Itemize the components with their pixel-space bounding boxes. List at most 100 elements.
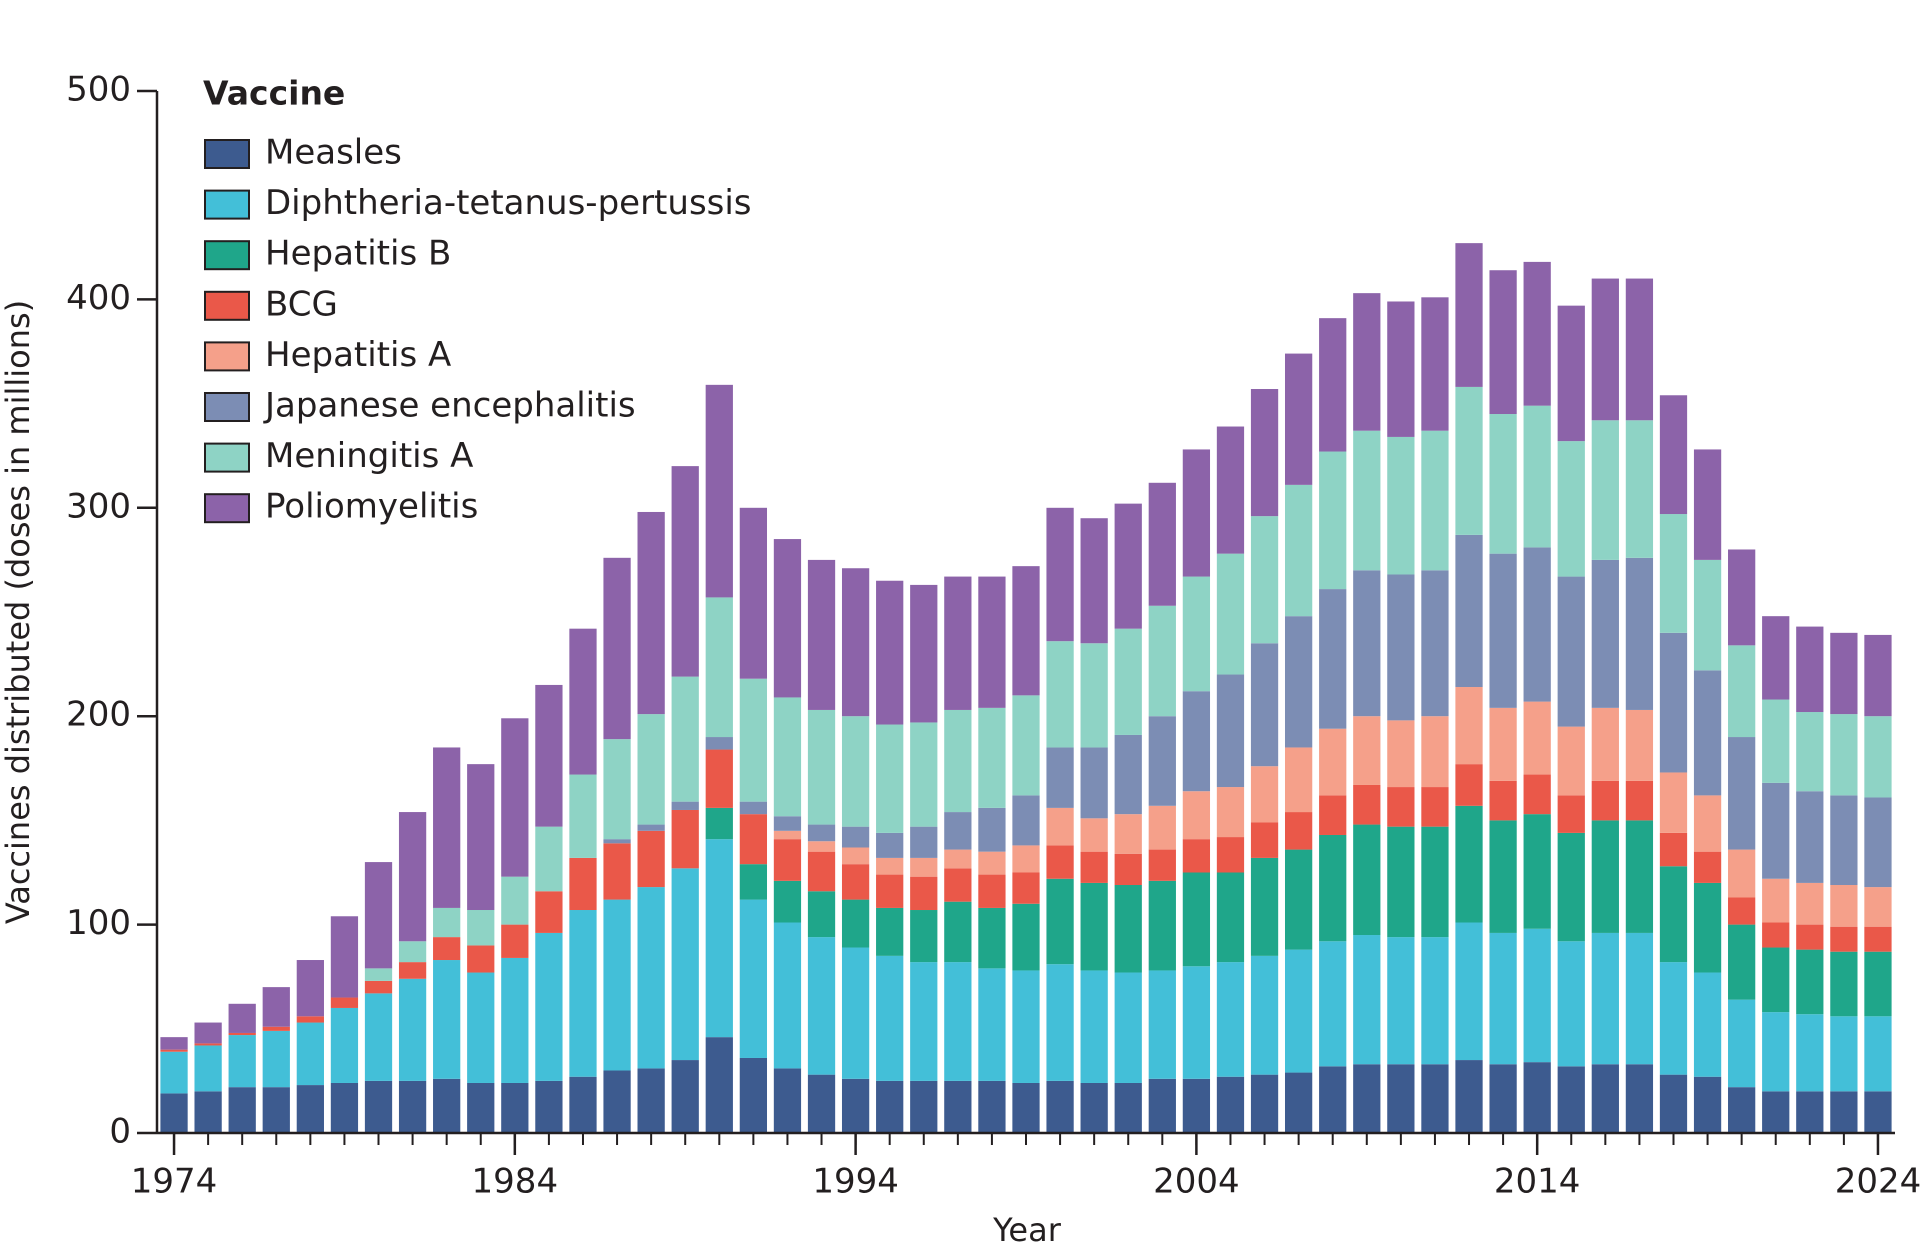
x-axis-label: Year — [992, 1211, 1062, 1249]
bar-segment — [1387, 720, 1415, 788]
bar-segment — [1387, 826, 1415, 938]
bar-segment — [603, 899, 631, 1071]
bar-segment — [1250, 766, 1279, 823]
bar-segment — [194, 1043, 222, 1046]
bar-segment — [1693, 972, 1722, 1077]
bar-segment — [1489, 707, 1517, 781]
bar-segment — [739, 678, 768, 802]
bar-segment — [1693, 1076, 1722, 1133]
bar-segment — [1114, 885, 1142, 973]
bar-segment — [603, 557, 631, 740]
bar-segment — [773, 697, 802, 817]
bar-segment — [1387, 574, 1415, 721]
bar-segment — [773, 539, 802, 698]
bar-segment — [978, 874, 1006, 908]
bar-segment — [1148, 880, 1176, 971]
bar-segment — [910, 826, 938, 858]
bar-segment — [1455, 922, 1483, 1061]
bar-segment — [671, 1060, 699, 1133]
bar-segment — [739, 864, 768, 900]
bar-segment — [1216, 426, 1245, 554]
bar-segment — [398, 1080, 427, 1133]
bar-segment — [535, 826, 563, 892]
bar-segment — [330, 997, 359, 1008]
bar-segment — [671, 809, 699, 869]
bar-segment — [1148, 849, 1176, 881]
bar-segment — [160, 1049, 188, 1052]
legend-swatch — [204, 442, 250, 473]
bar-segment — [637, 824, 665, 831]
bar-segment — [637, 887, 665, 1069]
bar-segment — [569, 857, 597, 911]
bar-segment — [1284, 353, 1313, 485]
bar-segment — [194, 1091, 222, 1133]
bar-segment — [1864, 1091, 1892, 1133]
legend-swatch — [204, 139, 250, 169]
bar-segment — [1796, 882, 1824, 925]
bar-segment — [1830, 885, 1858, 927]
bar-segment — [1489, 820, 1517, 933]
bar-segment — [1489, 932, 1517, 1065]
bar-segment — [1114, 503, 1142, 629]
bar-segment — [1080, 1082, 1108, 1133]
bar-segment — [1557, 795, 1585, 833]
bar-segment — [1591, 780, 1619, 821]
bar-segment — [1319, 451, 1347, 590]
bar-segment — [1080, 518, 1108, 644]
bar-segment — [1353, 570, 1381, 717]
bar-segment — [1012, 872, 1040, 904]
bar-segment — [1625, 780, 1654, 821]
bar-segment — [1250, 1074, 1279, 1133]
bar-segment — [1455, 534, 1483, 688]
bar-segment — [1728, 1087, 1756, 1133]
y-axis-label: Vaccines distributed (doses in millions) — [0, 300, 37, 924]
bar-segment — [1114, 734, 1142, 815]
y-tick-label: 300 — [66, 486, 131, 526]
bar-segment — [1250, 389, 1279, 517]
bar-segment — [1864, 887, 1892, 927]
bar-segment — [1421, 570, 1449, 717]
bar-segment — [1148, 970, 1176, 1079]
bar-segment — [1012, 795, 1040, 846]
bar-segment — [1830, 632, 1858, 715]
bar-segment — [1421, 716, 1449, 788]
bar-segment — [1864, 1016, 1892, 1092]
bar-segment — [262, 1026, 290, 1031]
bar-segment — [1557, 441, 1585, 577]
bar-segment — [978, 807, 1006, 852]
bar-segment — [1625, 557, 1654, 710]
bar-segment — [603, 839, 631, 844]
bar-segment — [501, 718, 529, 877]
bar-segment — [1625, 709, 1654, 781]
bar-segment — [910, 1080, 938, 1133]
bar-segment — [330, 1007, 359, 1083]
bar-segment — [1523, 1062, 1551, 1133]
bar-segment — [1046, 845, 1074, 879]
bar-segment — [569, 774, 597, 858]
bar-segment — [1728, 737, 1756, 850]
bar-segment — [1250, 822, 1279, 858]
bar-segment — [1421, 297, 1449, 431]
bar-segment — [1591, 932, 1619, 1065]
bar-segment — [603, 1070, 631, 1133]
bar-segment — [978, 707, 1006, 808]
bar-segment — [978, 907, 1006, 969]
bar-segment — [1489, 553, 1517, 708]
bar-segment — [1557, 941, 1585, 1067]
bar-segment — [1046, 641, 1074, 748]
bar-segment — [1762, 1091, 1790, 1133]
legend-swatch — [204, 392, 250, 422]
bar-segment — [1796, 712, 1824, 792]
bar-segment — [1353, 430, 1381, 571]
bar-segment — [739, 814, 768, 865]
bar-segment — [739, 801, 768, 815]
bar-segment — [1284, 812, 1313, 850]
bar-segment — [1591, 1064, 1619, 1133]
bar-segment — [1625, 278, 1654, 421]
bar-segment — [841, 847, 870, 865]
bar-segment — [671, 676, 699, 802]
bar-segment — [978, 851, 1006, 875]
bar-segment — [1216, 872, 1245, 963]
bar-segment — [1182, 966, 1211, 1079]
